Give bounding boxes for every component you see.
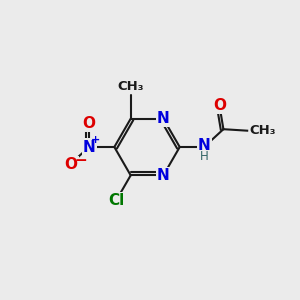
Text: N: N bbox=[157, 111, 170, 126]
Text: N: N bbox=[83, 140, 95, 154]
Text: CH₃: CH₃ bbox=[117, 80, 144, 93]
Text: +: + bbox=[90, 135, 100, 145]
Text: O: O bbox=[82, 116, 96, 131]
Text: −: − bbox=[75, 153, 87, 168]
Text: O: O bbox=[213, 98, 226, 113]
Text: Cl: Cl bbox=[108, 193, 125, 208]
Text: N: N bbox=[157, 168, 170, 183]
Text: H: H bbox=[200, 150, 208, 163]
Text: N: N bbox=[198, 138, 211, 153]
Text: CH₃: CH₃ bbox=[250, 124, 276, 137]
Text: O: O bbox=[65, 158, 78, 172]
